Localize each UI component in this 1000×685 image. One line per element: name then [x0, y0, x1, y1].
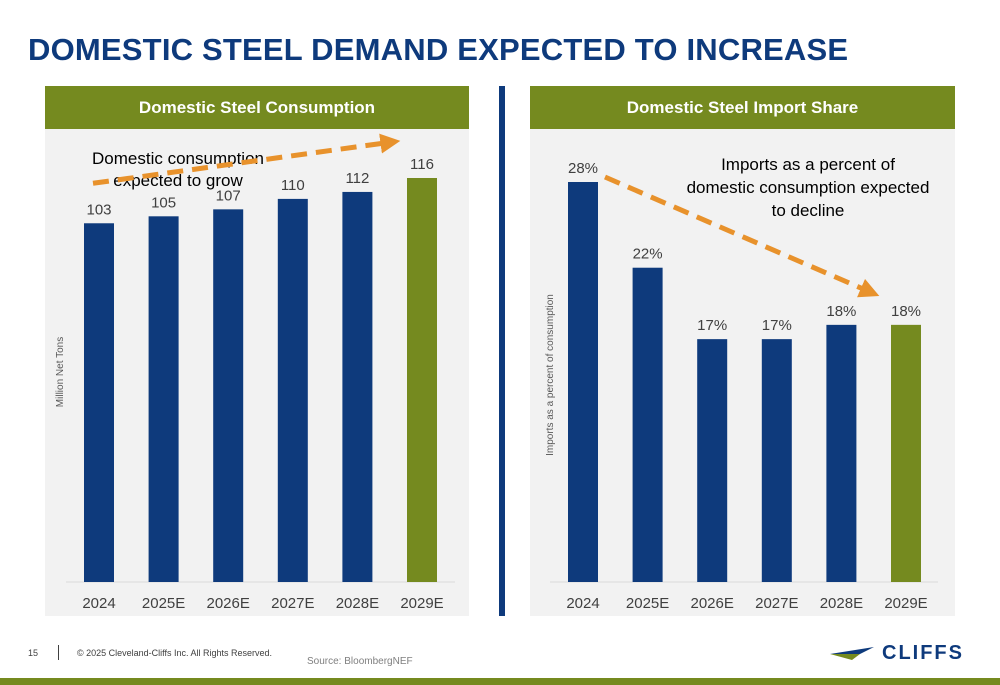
page-title: DOMESTIC STEEL DEMAND EXPECTED TO INCREA…	[28, 32, 849, 67]
consumption-trend-arrow	[92, 133, 401, 186]
source-text: Source: BloombergNEF	[307, 656, 413, 667]
consumption-tick-label: 2025E	[142, 595, 185, 612]
cliffs-logo: CLIFFS	[830, 640, 964, 666]
import-share-bar-2024	[568, 182, 598, 582]
consumption-bar-2026e	[213, 209, 244, 582]
consumption-panel: Domestic Steel Consumption	[45, 86, 469, 616]
import-share-tick-label: 2025E	[626, 595, 669, 612]
cliffs-logo-icon	[830, 647, 874, 660]
copyright-text: © 2025 Cleveland-Cliffs Inc. All Rights …	[77, 648, 273, 658]
consumption-panel-title: Domestic Steel Consumption	[45, 86, 469, 129]
import-share-tick-label: 2024	[566, 595, 599, 612]
import-share-data-label: 22%	[633, 246, 663, 263]
consumption-bar-2029e	[407, 178, 437, 582]
consumption-bar-2028e	[342, 191, 373, 582]
consumption-bar-2027e	[277, 198, 308, 582]
import-share-bar-2025e	[632, 267, 663, 582]
panel-divider	[499, 86, 505, 616]
consumption-tick-label: 2027E	[271, 595, 314, 612]
consumption-data-label: 112	[345, 170, 369, 187]
import-share-annotation: to decline	[772, 201, 845, 220]
import-share-annotation: Imports as a percent of	[721, 155, 895, 174]
import-share-data-label: 18%	[891, 303, 921, 320]
import-share-data-label: 28%	[568, 160, 598, 177]
import-share-y-axis-label: Imports as a percent of consumption	[545, 294, 556, 456]
import-share-bar-2027e	[761, 339, 792, 582]
import-share-tick-label: 2027E	[755, 595, 798, 612]
consumption-tick-label: 2029E	[400, 595, 443, 612]
import-share-data-label: 17%	[762, 317, 792, 334]
import-share-bar-2029e	[891, 324, 921, 582]
consumption-data-label: 107	[216, 187, 241, 204]
import-share-data-label: 17%	[697, 317, 727, 334]
page-number: 15	[28, 648, 39, 658]
consumption-annotation: Domestic consumption	[92, 149, 264, 168]
import-share-panel: Domestic Steel Import Share	[530, 86, 955, 616]
footer-separator	[58, 645, 59, 660]
import-share-bar-2026e	[697, 339, 728, 582]
bottom-band	[0, 678, 1000, 685]
import-share-tick-label: 2028E	[820, 595, 863, 612]
consumption-data-label: 110	[281, 177, 305, 194]
consumption-bar-2024	[84, 223, 114, 582]
import-share-annotation: domestic consumption expected	[687, 178, 930, 197]
consumption-y-axis-label: Million Net Tons	[55, 337, 66, 407]
consumption-tick-label: 2028E	[336, 595, 379, 612]
import-share-tick-label: 2026E	[691, 595, 734, 612]
consumption-data-label: 105	[151, 194, 176, 211]
consumption-data-label: 103	[86, 201, 111, 218]
import-share-tick-label: 2029E	[884, 595, 927, 612]
consumption-tick-label: 2026E	[207, 595, 250, 612]
consumption-tick-label: 2024	[82, 595, 115, 612]
consumption-bar-2025e	[148, 216, 179, 582]
consumption-data-label: 116	[410, 156, 434, 173]
import-share-panel-title: Domestic Steel Import Share	[530, 86, 955, 129]
import-share-bar-2028e	[826, 324, 857, 582]
import-share-data-label: 18%	[826, 303, 856, 320]
logo-text: CLIFFS	[882, 641, 964, 664]
